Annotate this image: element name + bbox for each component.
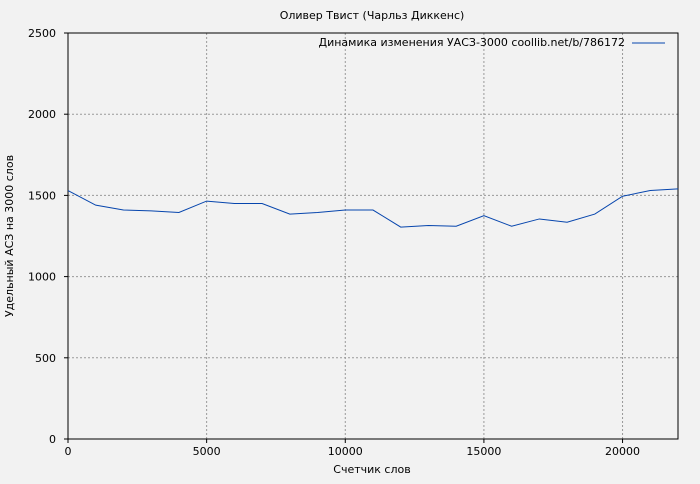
x-tick-label: 0 — [65, 445, 72, 458]
x-axis-label: Счетчик слов — [333, 463, 410, 476]
legend-label: Динамика изменения УАСЗ-3000 coollib.net… — [319, 36, 626, 49]
x-tick-label: 10000 — [328, 445, 363, 458]
x-tick-label: 15000 — [466, 445, 501, 458]
series-line — [68, 189, 678, 227]
y-tick-label: 2500 — [28, 27, 56, 40]
y-tick-label: 2000 — [28, 108, 56, 121]
y-tick-label: 1000 — [28, 271, 56, 284]
y-tick-label: 0 — [49, 433, 56, 446]
x-tick-label: 5000 — [193, 445, 221, 458]
x-tick-label: 20000 — [605, 445, 640, 458]
plot-frame — [68, 33, 678, 439]
y-tick-label: 500 — [35, 352, 56, 365]
chart-title: Оливер Твист (Чарльз Диккенс) — [280, 9, 465, 22]
y-tick-label: 1500 — [28, 189, 56, 202]
y-axis-label: Удельный АСЗ на 3000 слов — [3, 155, 16, 317]
